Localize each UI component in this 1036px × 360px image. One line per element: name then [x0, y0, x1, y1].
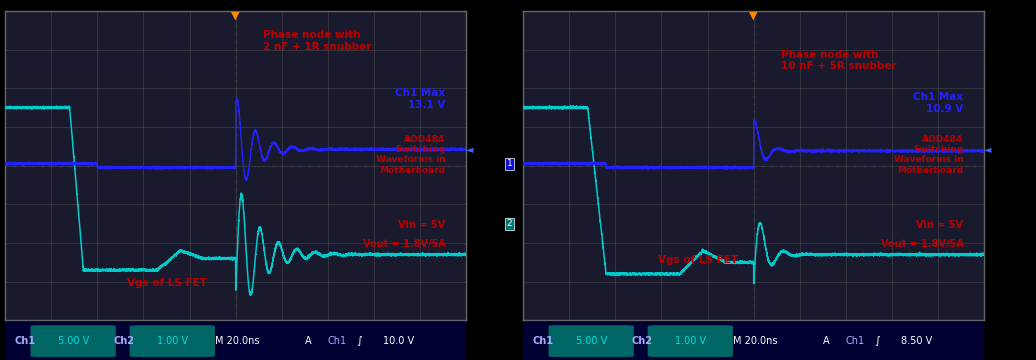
Text: Phase node with
2 nF + 1R snubber: Phase node with 2 nF + 1R snubber: [263, 30, 372, 52]
Text: Ch1: Ch1: [845, 336, 865, 346]
Text: Ch1: Ch1: [327, 336, 347, 346]
Text: ◄: ◄: [984, 144, 991, 154]
Text: 2: 2: [507, 219, 512, 228]
Text: 5.00 V: 5.00 V: [576, 336, 607, 346]
Text: Vin = 5V: Vin = 5V: [399, 220, 445, 230]
Text: M 20.0ns: M 20.0ns: [214, 336, 259, 346]
Text: Vout = 1.8V/5A: Vout = 1.8V/5A: [881, 239, 963, 249]
Text: AOD484
Switching
Waveforms in
Motherboard: AOD484 Switching Waveforms in Motherboar…: [894, 135, 963, 175]
Text: Vgs of LS FET: Vgs of LS FET: [658, 255, 739, 265]
Text: Ch2: Ch2: [114, 336, 135, 346]
Text: AOD484
Switching
Waveforms in
Motherboard: AOD484 Switching Waveforms in Motherboar…: [376, 135, 445, 175]
Text: 1: 1: [507, 159, 512, 168]
Text: Vgs of LS FET: Vgs of LS FET: [126, 278, 206, 288]
Text: 1.00 V: 1.00 V: [674, 336, 706, 346]
FancyBboxPatch shape: [548, 325, 634, 357]
Text: Ch2: Ch2: [632, 336, 653, 346]
Text: A: A: [823, 336, 830, 346]
Text: 1.00 V: 1.00 V: [156, 336, 188, 346]
FancyBboxPatch shape: [130, 325, 214, 357]
Text: Ch1: Ch1: [15, 336, 35, 346]
Text: Ch1 Max
13.1 V: Ch1 Max 13.1 V: [396, 88, 445, 110]
Text: Phase node with
10 nF + 5R snubber: Phase node with 10 nF + 5R snubber: [781, 49, 897, 71]
Text: Ch1: Ch1: [533, 336, 553, 346]
Text: 8.50 V: 8.50 V: [901, 336, 932, 346]
FancyBboxPatch shape: [648, 325, 732, 357]
Text: ▼: ▼: [749, 11, 758, 21]
Text: ∫: ∫: [874, 336, 881, 346]
Text: A: A: [305, 336, 312, 346]
Text: 5.00 V: 5.00 V: [58, 336, 89, 346]
Text: Vin = 5V: Vin = 5V: [917, 220, 963, 230]
FancyBboxPatch shape: [30, 325, 116, 357]
Text: Ch1 Max
10.9 V: Ch1 Max 10.9 V: [914, 92, 963, 114]
Text: ◄: ◄: [466, 144, 473, 154]
Text: Vout = 1.8V/5A: Vout = 1.8V/5A: [363, 239, 445, 249]
Text: ∫: ∫: [356, 336, 363, 346]
Text: ▼: ▼: [231, 11, 240, 21]
Text: 10.0 V: 10.0 V: [383, 336, 414, 346]
Text: M 20.0ns: M 20.0ns: [732, 336, 777, 346]
